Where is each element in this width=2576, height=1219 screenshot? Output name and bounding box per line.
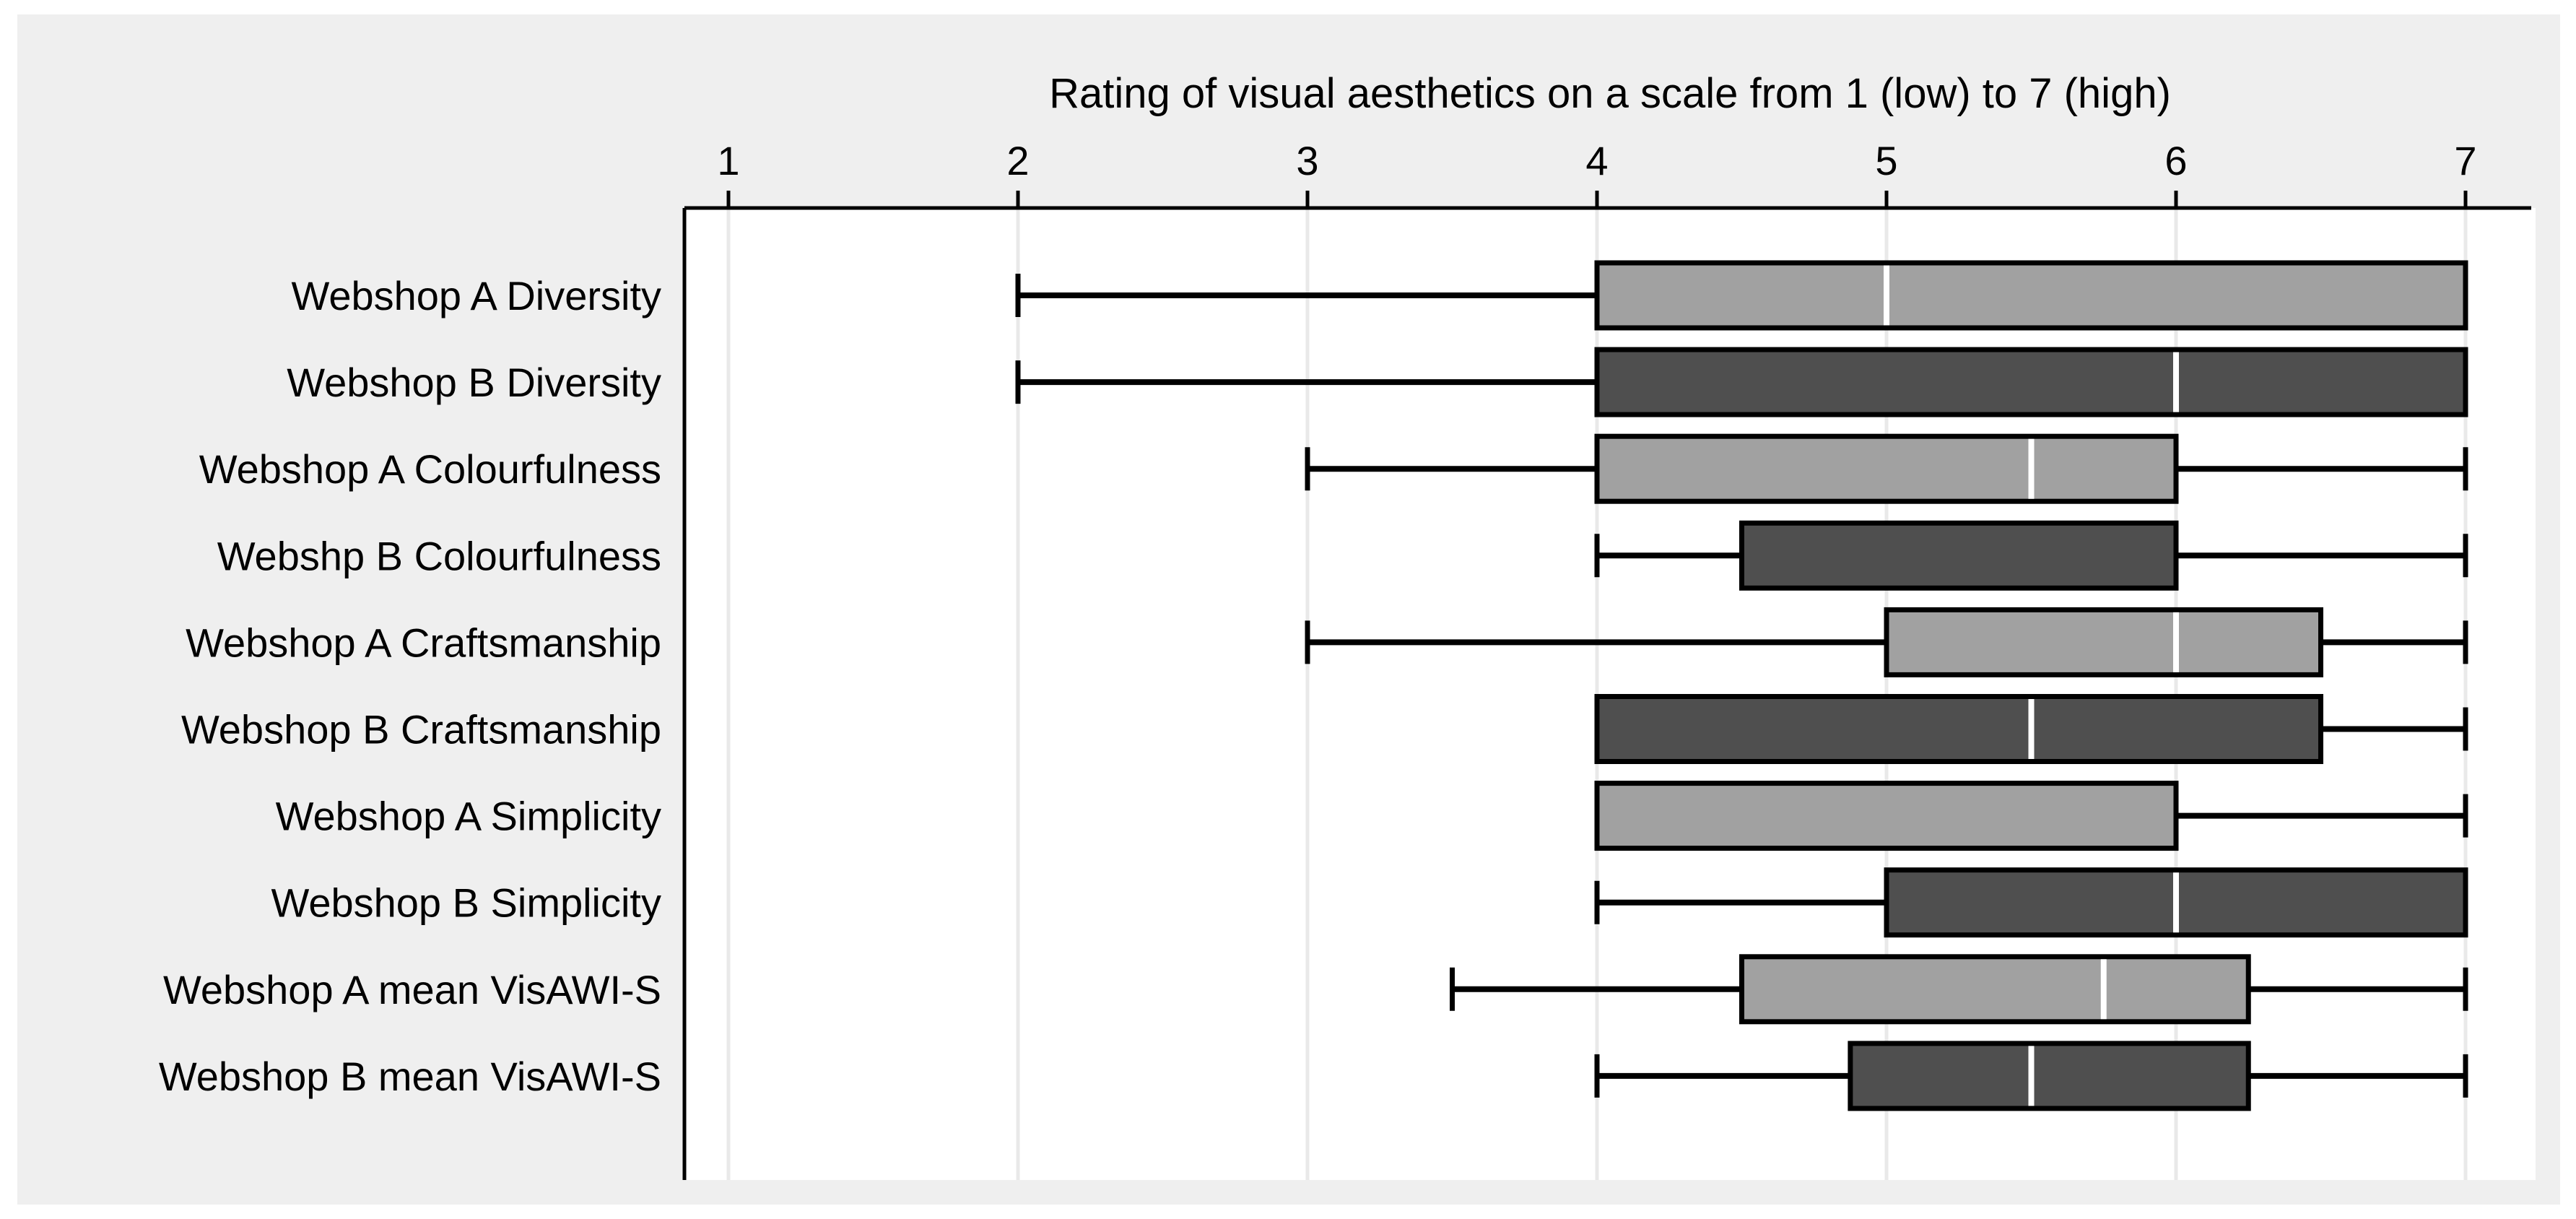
chart-title: Rating of visual aesthetics on a scale f… <box>1049 70 2171 117</box>
category-label: Webshop B Simplicity <box>271 880 661 926</box>
category-label: Webshop A Craftsmanship <box>186 620 661 665</box>
box-rect <box>1594 347 2468 417</box>
category-label: Webshop B mean VisAWI-S <box>159 1054 661 1099</box>
box-rect <box>1594 781 2179 851</box>
box-rect <box>1848 1041 2251 1111</box>
tick-label: 1 <box>717 138 739 183</box>
tick-label: 5 <box>1875 138 1897 183</box>
box-rect <box>1884 607 2323 677</box>
tick-label: 7 <box>2454 138 2476 183</box>
box-rect <box>1594 260 2468 331</box>
box-rect <box>1739 954 2251 1025</box>
category-label: Webshop B Diversity <box>287 360 661 405</box>
category-label: Webshop A Diversity <box>291 273 661 318</box>
box-rect <box>1594 694 2323 764</box>
category-label: Webshop A Simplicity <box>276 794 661 839</box>
tick-label: 2 <box>1006 138 1029 183</box>
tick-label: 3 <box>1296 138 1318 183</box>
tick-label: 4 <box>1585 138 1608 183</box>
tick-label: 6 <box>2164 138 2187 183</box>
box-rect <box>1594 433 2179 504</box>
category-label: Webshp B Colourfulness <box>217 533 661 578</box>
box-rect <box>1739 520 2179 591</box>
category-label: Webshop B Craftsmanship <box>181 707 661 752</box>
category-label: Webshop A mean VisAWI-S <box>163 967 661 1012</box>
category-label: Webshop A Colourfulness <box>199 446 661 492</box>
